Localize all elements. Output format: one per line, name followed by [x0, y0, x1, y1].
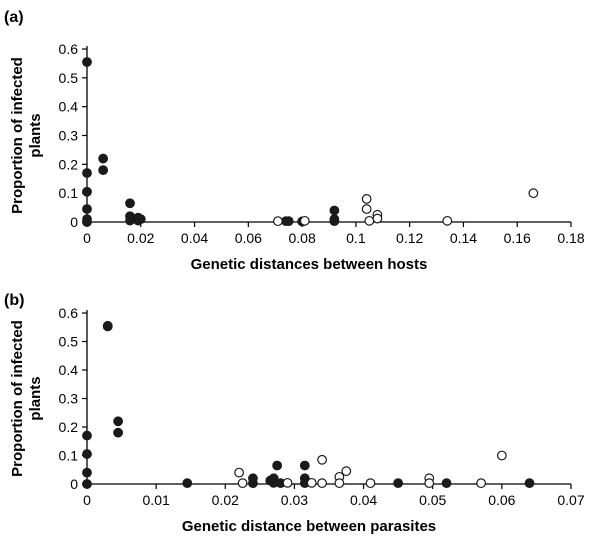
data-point-filled — [102, 321, 113, 332]
y-tick-label: 0.4 — [59, 362, 79, 378]
y-axis-title-line-1: Proportion of infected — [9, 320, 26, 477]
x-tick-label: 0 — [83, 492, 91, 508]
data-point-filled — [82, 217, 92, 227]
data-point-open — [372, 213, 383, 224]
data-point-open — [365, 478, 376, 489]
panel-label: (a) — [4, 9, 24, 26]
data-point-filled — [125, 215, 135, 226]
panel-b: (b) 0 0.1 0.2 0.3 0.4 0.5 0.6 0 0.01 0.02 0.03 0.04 0… — [4, 292, 585, 535]
x-tick-label: 0.06 — [235, 230, 262, 246]
y-tick-label: 0.5 — [59, 334, 79, 350]
x-tick-label: 0.02 — [127, 230, 154, 246]
data-point-filled — [182, 478, 193, 489]
y-tick-label: 0.6 — [59, 305, 79, 321]
y-tick-label: 0.2 — [59, 156, 79, 172]
x-tick-label: 0.08 — [288, 230, 315, 246]
data-point-filled — [135, 214, 146, 225]
x-tick-label: 0.01 — [143, 492, 170, 508]
data-point-filled — [113, 416, 124, 427]
x-tick-label: 0.05 — [419, 492, 446, 508]
y-tick-label: 0 — [70, 476, 78, 492]
data-point-filled — [329, 216, 340, 227]
y-tick-label: 0.3 — [59, 128, 79, 144]
data-point-filled — [82, 430, 92, 441]
data-point-open — [424, 478, 435, 489]
data-point-filled — [441, 478, 452, 489]
y-tick-label: 0.1 — [59, 185, 79, 201]
y-tick-label: 0 — [70, 214, 78, 230]
panel-label: (b) — [4, 292, 24, 309]
x-tick-label: 0.06 — [488, 492, 515, 508]
x-tick-label: 0.14 — [450, 230, 477, 246]
data-point-open — [299, 215, 310, 226]
x-axis-title: Genetic distance between parasites — [182, 518, 436, 535]
data-point-open — [361, 204, 372, 214]
x-tick-label: 0.07 — [557, 492, 584, 508]
data-point-filled — [272, 460, 283, 471]
data-point-filled — [329, 205, 340, 216]
data-point-open — [496, 450, 507, 461]
x-tick-label: 0.18 — [557, 230, 584, 246]
data-point-open — [361, 194, 372, 204]
data-point-open — [317, 454, 327, 465]
data-point-open — [334, 478, 345, 489]
data-point-open — [341, 466, 352, 477]
x-tick-label: 0.12 — [396, 230, 423, 246]
x-tick-label: 0.04 — [350, 492, 377, 508]
data-point-filled — [82, 449, 92, 459]
y-tick-label: 0.3 — [59, 391, 79, 407]
panel-a: (a) 0 0.1 0.2 0.3 0.4 0.5 0.6 0 0.02 0.04 0.06 0.08 0… — [4, 9, 585, 273]
y-axis-title-line-1: Proportion of infected — [9, 57, 26, 214]
y-tick-label: 0.4 — [59, 99, 79, 115]
data-point-open — [364, 215, 375, 226]
data-point-open — [476, 478, 487, 489]
x-axis-title: Genetic distances between hosts — [191, 256, 428, 273]
data-point-filled — [283, 216, 294, 227]
y-tick-label: 0.2 — [59, 419, 79, 435]
data-point-filled — [82, 57, 92, 67]
data-point-filled — [524, 478, 535, 489]
data-point-filled — [113, 427, 124, 438]
x-tick-label: 0.03 — [281, 492, 308, 508]
data-point-filled — [82, 479, 92, 489]
data-point-filled — [299, 460, 310, 471]
data-point-open — [442, 215, 453, 226]
y-axis-title-line-2: plants — [27, 113, 44, 157]
y-tick-label: 0.1 — [59, 448, 79, 464]
x-tick-label: 0 — [83, 230, 91, 246]
data-point-open — [282, 477, 293, 488]
data-point-filled — [82, 467, 92, 478]
data-point-filled — [393, 478, 404, 489]
y-axis-title-line-2: plants — [27, 376, 44, 420]
y-tick-label: 0.5 — [59, 70, 79, 86]
x-tick-label: 0.02 — [212, 492, 239, 508]
data-point-filled — [98, 153, 109, 164]
data-point-filled — [82, 168, 92, 178]
data-point-filled — [125, 198, 135, 209]
data-point-filled — [82, 186, 92, 197]
data-point-open — [273, 216, 283, 227]
data-point-open — [306, 477, 317, 488]
data-point-filled — [82, 204, 92, 214]
data-point-filled — [98, 165, 109, 176]
x-tick-label: 0.16 — [504, 230, 531, 246]
data-point-open — [317, 478, 327, 489]
data-point-open — [234, 467, 245, 478]
data-point-filled — [248, 478, 258, 489]
x-tick-label: 0.04 — [181, 230, 208, 246]
y-tick-label: 0.6 — [59, 41, 79, 57]
x-tick-label: 0.1 — [346, 230, 366, 246]
data-point-open — [528, 188, 539, 199]
data-point-open — [237, 478, 248, 489]
